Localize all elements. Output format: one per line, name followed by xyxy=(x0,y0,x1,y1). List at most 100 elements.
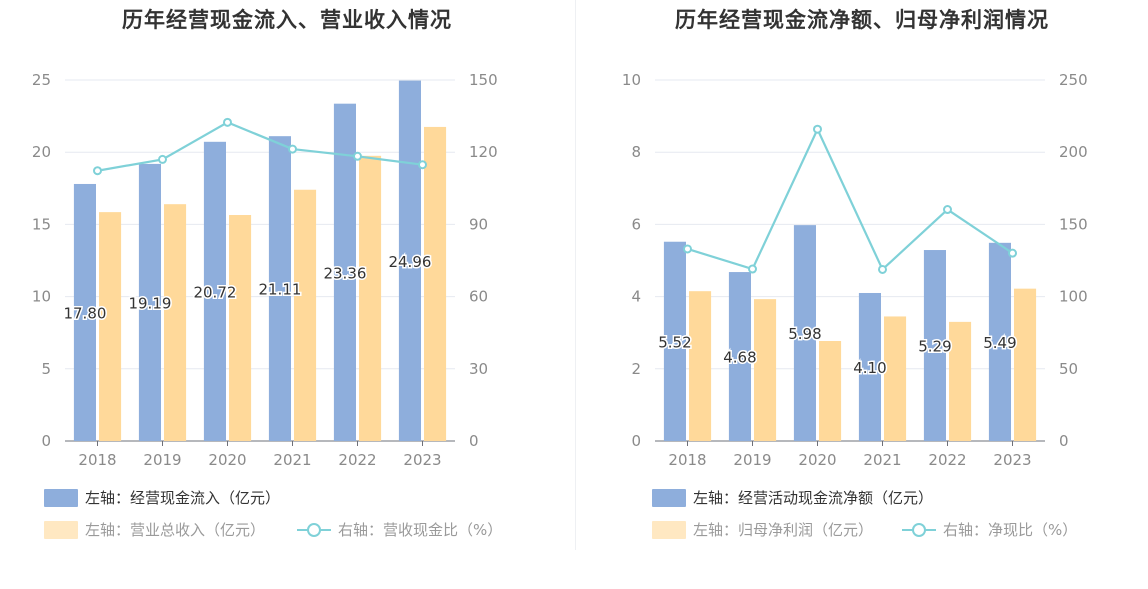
bar-primary xyxy=(333,103,356,441)
bar-secondary xyxy=(819,341,842,441)
bar-primary xyxy=(203,141,226,441)
bar-secondary xyxy=(229,215,252,441)
data-label: 20.72 xyxy=(193,283,236,301)
bar-primary xyxy=(663,241,686,441)
bar-primary xyxy=(988,242,1011,441)
y-right-tick-label: 90 xyxy=(469,215,488,233)
legend-label: 左轴：归母净利润（亿元） xyxy=(693,521,874,539)
bar-secondary xyxy=(99,212,122,441)
y-left-tick-label: 0 xyxy=(631,432,641,450)
legend-label: 右轴：营收现金比（%） xyxy=(338,521,503,539)
chart-panel-netcash-profit: 历年经营现金流净额、归母净利润情况 0 2 4 6 8 10 0 50 100 150 200 250… xyxy=(576,0,1148,589)
line-series xyxy=(687,126,1014,272)
y-left-tick-label: 15 xyxy=(32,215,51,233)
line-point xyxy=(878,264,887,274)
y-left-tick-label: 2 xyxy=(631,360,641,378)
legend-label: 左轴：营业总收入（亿元） xyxy=(85,521,266,539)
data-label: 5.52 xyxy=(658,333,691,351)
panel-divider xyxy=(575,0,576,550)
legend-item-revenue-cash-ratio[interactable]: 右轴：营收现金比（%） xyxy=(297,519,502,540)
x-tick-label: 2019 xyxy=(733,451,771,469)
line-point xyxy=(813,124,822,134)
data-label: 21.11 xyxy=(258,281,301,299)
line-point xyxy=(158,154,167,164)
x-tick-label: 2018 xyxy=(668,451,706,469)
y-right-tick-label: 250 xyxy=(1059,71,1088,89)
bar-secondary xyxy=(294,189,317,441)
y-left-tick-label: 0 xyxy=(41,432,51,450)
legend-label: 右轴：净现比（%） xyxy=(943,521,1078,539)
data-label: 5.49 xyxy=(983,334,1016,352)
y-right-tick-label: 120 xyxy=(469,143,498,161)
line-point xyxy=(418,160,427,170)
chart-plot-area: 024681005010015020025020185.5220194.6820… xyxy=(622,71,1088,469)
y-left-tick-label: 8 xyxy=(631,143,641,161)
legend-item-net-operating-cash[interactable]: 左轴：经营活动现金流净额（亿元） xyxy=(652,487,933,508)
bar-secondary xyxy=(424,126,447,442)
y-left-tick-label: 6 xyxy=(631,215,641,233)
line-point xyxy=(943,205,952,215)
legend-swatch-line xyxy=(902,521,936,539)
line-point xyxy=(683,244,692,254)
x-tick-label: 2022 xyxy=(338,451,376,469)
bar-secondary xyxy=(359,155,382,441)
bar-primary xyxy=(923,250,946,441)
y-right-tick-label: 200 xyxy=(1059,143,1088,161)
bar-secondary xyxy=(1014,288,1037,441)
legend-swatch-line xyxy=(297,521,331,539)
line-point xyxy=(223,117,232,127)
x-tick-label: 2021 xyxy=(273,451,311,469)
x-tick-label: 2019 xyxy=(143,451,181,469)
data-label: 17.80 xyxy=(63,304,106,322)
bar-primary xyxy=(138,163,161,441)
y-right-tick-label: 150 xyxy=(469,71,498,89)
line-point xyxy=(748,264,757,274)
data-label: 19.19 xyxy=(128,294,171,312)
x-tick-label: 2023 xyxy=(993,451,1031,469)
legend-swatch-bar xyxy=(44,520,78,539)
chart-title: 历年经营现金流净额、归母净利润情况 xyxy=(675,8,1049,32)
y-left-tick-label: 10 xyxy=(32,288,51,306)
y-left-tick-label: 25 xyxy=(32,71,51,89)
y-left-tick-label: 4 xyxy=(631,288,641,306)
data-label: 23.36 xyxy=(323,264,366,282)
data-label: 5.29 xyxy=(918,338,951,356)
legend-item-revenue[interactable]: 左轴：营业总收入（亿元） xyxy=(44,519,265,540)
legend-item-net-cash-ratio[interactable]: 右轴：净现比（%） xyxy=(902,519,1077,540)
y-left-tick-label: 5 xyxy=(41,360,51,378)
legend-swatch-bar xyxy=(652,488,686,507)
x-tick-label: 2020 xyxy=(208,451,246,469)
x-tick-label: 2021 xyxy=(863,451,901,469)
data-label: 4.10 xyxy=(853,359,886,377)
bar-primary xyxy=(73,183,96,441)
bar-secondary xyxy=(884,316,907,441)
data-label: 24.96 xyxy=(388,253,431,271)
bar-secondary xyxy=(689,291,712,441)
chart-plot-area: 0 5 10 15 20 25 0 30 60 90 120 150 2018 17.80 2019 19.1… xyxy=(32,71,498,469)
x-tick-label: 2023 xyxy=(403,451,441,469)
line-point xyxy=(353,151,362,161)
bar-primary xyxy=(728,272,751,441)
line-point xyxy=(288,144,297,154)
x-tick-label: 2018 xyxy=(78,451,116,469)
y-left-tick-label: 10 xyxy=(622,71,641,89)
data-label: 4.68 xyxy=(723,349,756,367)
bar-secondary xyxy=(164,204,187,441)
chart-title: 历年经营现金流入、营业收入情况 xyxy=(122,8,452,32)
y-right-tick-label: 0 xyxy=(469,432,479,450)
legend-label: 左轴：经营现金流入（亿元） xyxy=(85,489,281,507)
legend-item-net-profit[interactable]: 左轴：归母净利润（亿元） xyxy=(652,519,873,540)
bar-secondary xyxy=(754,299,777,441)
y-right-tick-label: 0 xyxy=(1059,432,1069,450)
y-right-tick-label: 100 xyxy=(1059,288,1088,306)
y-right-tick-label: 60 xyxy=(469,288,488,306)
line-point xyxy=(1008,248,1017,258)
legend-item-cash-inflow[interactable]: 左轴：经营现金流入（亿元） xyxy=(44,487,280,508)
y-right-tick-label: 150 xyxy=(1059,215,1088,233)
x-tick-label: 2020 xyxy=(798,451,836,469)
y-left-tick-label: 20 xyxy=(32,143,51,161)
line-series xyxy=(97,121,423,172)
bar-primary xyxy=(793,225,816,441)
data-label: 5.98 xyxy=(788,325,821,343)
legend-swatch-bar xyxy=(44,488,78,507)
